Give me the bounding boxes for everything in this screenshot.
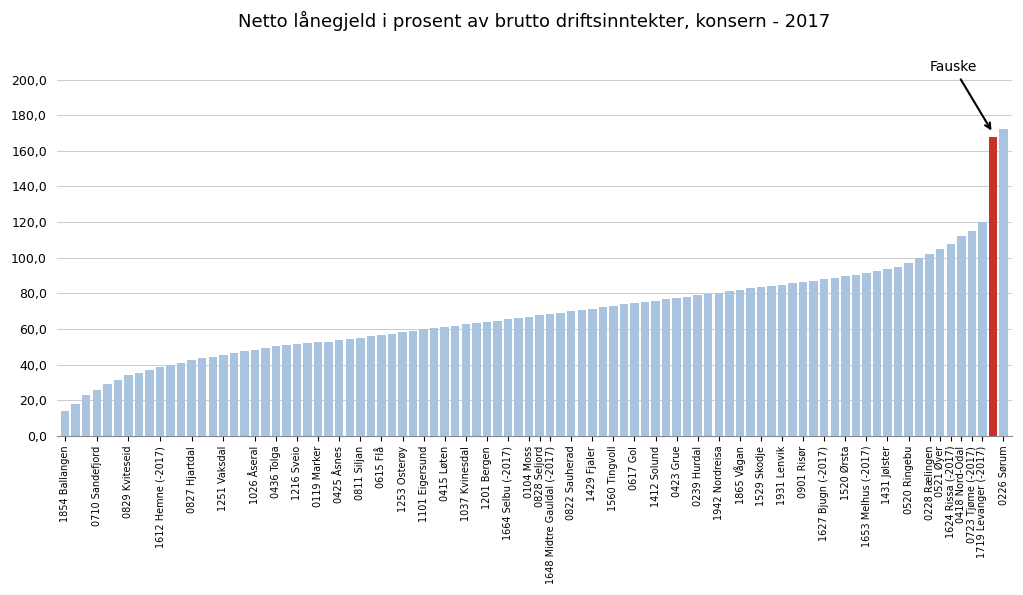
Bar [567,311,575,436]
Bar [746,289,755,436]
Bar [799,282,807,436]
Bar [894,267,902,436]
Bar [672,298,681,436]
Bar [588,309,596,436]
Bar [366,336,375,436]
Bar [398,332,407,436]
Bar [978,222,986,436]
Bar [336,340,344,436]
Bar [525,317,533,436]
Bar [999,130,1008,436]
Bar [915,258,924,436]
Bar [557,313,565,436]
Bar [883,270,892,436]
Bar [620,305,628,436]
Bar [704,294,712,436]
Bar [419,330,428,436]
Bar [841,277,849,436]
Bar [346,339,354,436]
Bar [155,367,165,436]
Bar [683,297,692,436]
Bar [451,325,459,436]
Bar [640,302,650,436]
Bar [272,346,280,436]
Bar [725,292,733,436]
Bar [546,314,554,436]
Bar [240,352,249,436]
Bar [958,236,966,436]
Bar [968,231,976,436]
Bar [936,249,944,436]
Bar [809,281,818,436]
Bar [777,284,787,436]
Bar [472,323,481,436]
Bar [904,263,913,436]
Bar [630,303,638,436]
Bar [209,357,217,436]
Text: Fauske: Fauske [930,60,990,129]
Bar [831,278,839,436]
Bar [177,363,185,436]
Bar [515,318,523,436]
Bar [103,384,112,436]
Bar [324,342,332,436]
Bar [609,306,618,436]
Bar [862,273,871,436]
Bar [598,308,607,436]
Bar [851,275,860,436]
Bar [926,254,934,436]
Bar [61,411,70,436]
Bar [483,321,491,436]
Bar [282,345,291,436]
Bar [135,372,143,436]
Bar [662,299,670,436]
Bar [430,328,439,436]
Bar [187,361,195,436]
Bar [72,404,80,436]
Bar [304,343,312,436]
Bar [388,334,396,436]
Bar [535,315,544,436]
Bar [198,359,207,436]
Bar [757,287,765,436]
Bar [578,310,586,436]
Bar [82,395,90,436]
Bar [114,380,122,436]
Bar [767,286,775,436]
Bar [988,137,997,436]
Bar [314,343,322,436]
Bar [873,271,881,436]
Bar [789,283,797,436]
Bar [441,327,449,436]
Bar [715,293,723,436]
Bar [92,390,101,436]
Bar [261,348,270,436]
Bar [652,300,660,436]
Bar [377,335,386,436]
Bar [229,353,238,436]
Bar [167,365,175,436]
Bar [251,350,259,436]
Title: Netto lånegjeld i prosent av brutto driftsinntekter, konsern - 2017: Netto lånegjeld i prosent av brutto drif… [238,11,831,31]
Bar [356,337,364,436]
Bar [946,243,954,436]
Bar [293,345,302,436]
Bar [503,320,513,436]
Bar [694,295,702,436]
Bar [409,331,417,436]
Bar [493,321,501,436]
Bar [145,370,153,436]
Bar [124,375,133,436]
Bar [461,324,470,436]
Bar [736,290,744,436]
Bar [820,279,829,436]
Bar [219,355,227,436]
